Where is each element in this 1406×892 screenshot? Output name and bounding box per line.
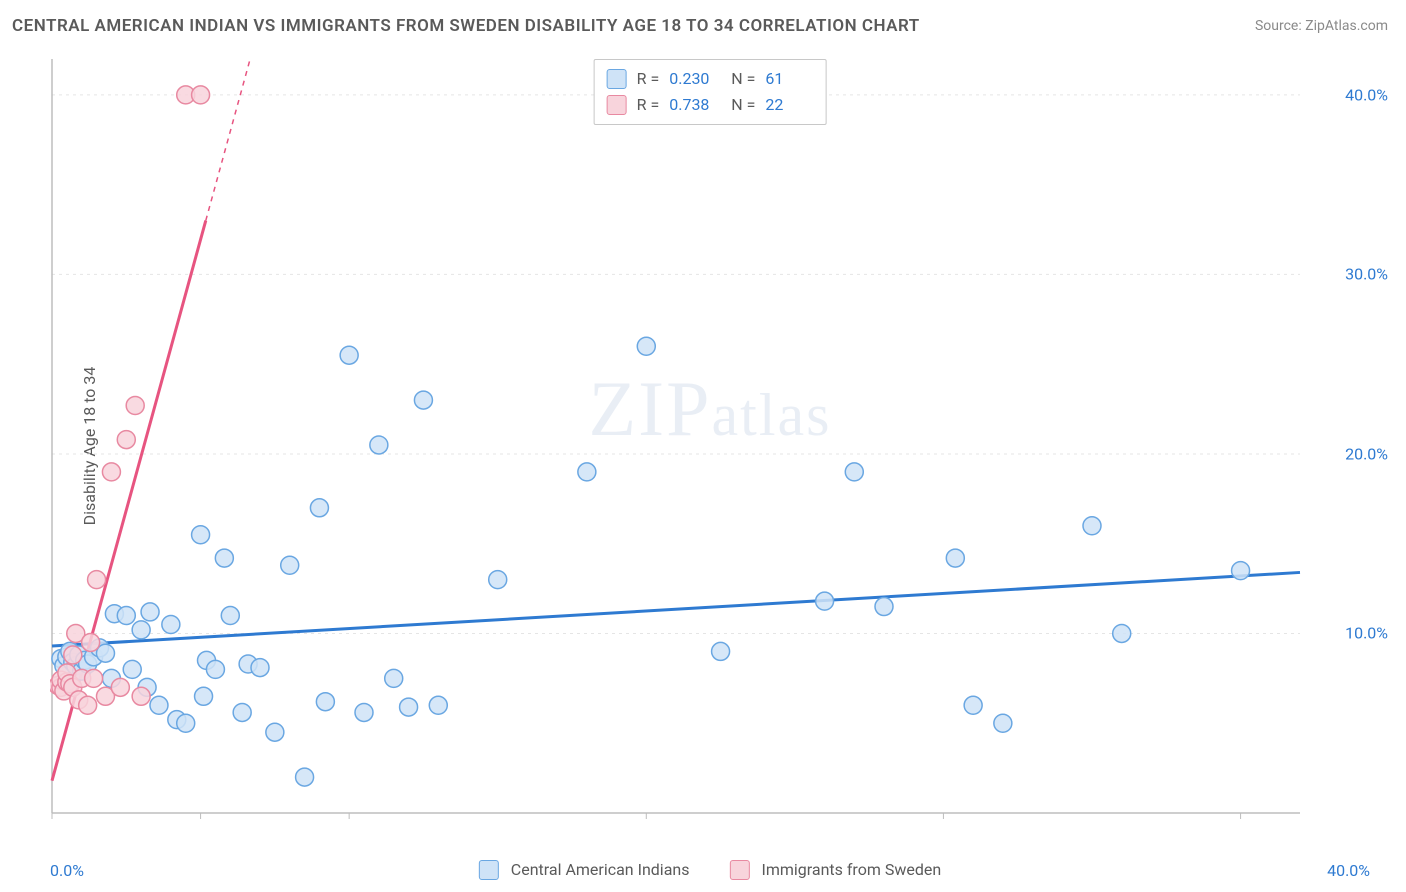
correlation-row-2: R = 0.738 N = 22: [607, 92, 814, 118]
legend-item-2: Immigrants from Sweden: [729, 860, 941, 881]
y-tick-label: 10.0%: [1345, 624, 1388, 643]
legend-swatch-blue: [607, 69, 627, 89]
legend-label-1: Central American Indians: [511, 860, 690, 879]
chart-title: CENTRAL AMERICAN INDIAN VS IMMIGRANTS FR…: [12, 16, 920, 36]
y-tick-label: 30.0%: [1345, 265, 1388, 284]
n-label: N =: [727, 66, 755, 92]
legend-swatch-blue: [479, 860, 499, 880]
legend-item-1: Central American Indians: [479, 860, 690, 881]
scatter-plot: ZIPatlas R = 0.230 N = 61 R = 0.738 N = …: [50, 55, 1370, 825]
source-attribution: Source: ZipAtlas.com: [1255, 18, 1388, 34]
n-label: N =: [727, 92, 755, 118]
bottom-legend: 0.0% Central American Indians Immigrants…: [50, 856, 1370, 884]
r-value-2: 0.738: [669, 92, 717, 118]
plot-svg: [50, 55, 1370, 825]
y-tick-label: 20.0%: [1345, 444, 1388, 463]
legend-label-2: Immigrants from Sweden: [761, 860, 941, 879]
correlation-legend-box: R = 0.230 N = 61 R = 0.738 N = 22: [594, 59, 827, 125]
r-label: R =: [637, 66, 660, 92]
n-value-2: 22: [765, 92, 813, 118]
r-label: R =: [637, 92, 660, 118]
y-tick-label: 40.0%: [1345, 85, 1388, 104]
legend-swatch-pink: [607, 95, 627, 115]
r-value-1: 0.230: [669, 66, 717, 92]
correlation-row-1: R = 0.230 N = 61: [607, 66, 814, 92]
series-legend-group: Central American Indians Immigrants from…: [479, 860, 941, 881]
n-value-1: 61: [765, 66, 813, 92]
x-axis-min-label: 0.0%: [50, 861, 84, 880]
legend-swatch-pink: [729, 860, 749, 880]
x-axis-max-label: 40.0%: [1327, 861, 1370, 880]
